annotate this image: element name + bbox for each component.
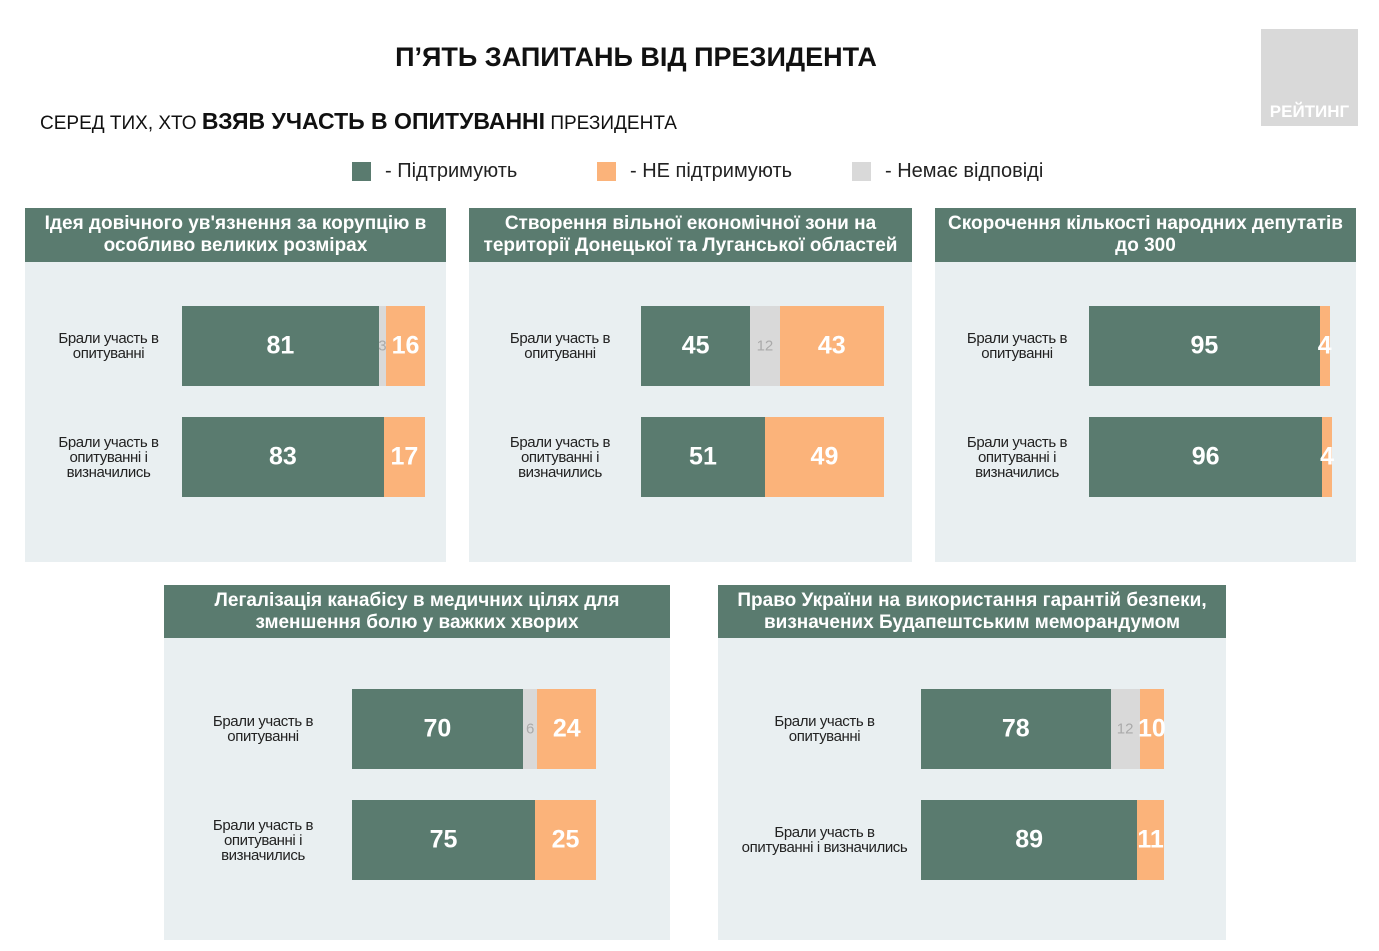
- value-label: 16: [391, 331, 420, 360]
- bar-segment: [1137, 800, 1164, 880]
- bar-segment: [921, 800, 1138, 880]
- bar-segment: [641, 306, 751, 386]
- value-label: 75: [429, 825, 458, 854]
- value-label: 12: [1116, 720, 1134, 738]
- value-label: 51: [689, 442, 717, 471]
- value-label: 43: [817, 331, 846, 360]
- bar-segment: [779, 306, 884, 386]
- bar-segment: [764, 417, 884, 497]
- value-label: 25: [551, 825, 580, 854]
- legend-swatch: [352, 162, 371, 181]
- bar-segment: [750, 306, 780, 386]
- value-label: 45: [681, 331, 710, 360]
- value-label: 4: [1317, 331, 1332, 360]
- category-label: Брали участь в опитуванні і визначились: [212, 816, 314, 864]
- category-label: Брали участь в опитуванні: [774, 713, 875, 745]
- value-label: 17: [390, 442, 419, 471]
- value-label: 6: [525, 720, 535, 738]
- bar-segment: [641, 417, 765, 497]
- category-label: Брали участь в опитуванні і визначились: [509, 433, 611, 481]
- value-label: 83: [268, 442, 297, 471]
- value-label: 89: [1015, 825, 1044, 854]
- bar-segment: [182, 417, 384, 497]
- panel-title: Легалізація канабісу в медичних цілях дл…: [164, 585, 670, 638]
- legend-swatch: [852, 162, 871, 181]
- bar-segment: [386, 306, 425, 386]
- value-label: 95: [1190, 331, 1219, 360]
- category-label: Брали участь в опитуванні: [966, 330, 1068, 362]
- value-label: 24: [552, 714, 581, 743]
- legend-label: - Немає відповіді: [885, 160, 1044, 182]
- bar-segment: [383, 417, 425, 497]
- value-label: 78: [1001, 714, 1030, 743]
- subtitle-part: ПРЕЗИДЕНТА: [545, 113, 677, 134]
- panel-title: Ідея довічного ув'язнення за корупцію в …: [25, 208, 446, 262]
- category-label: Брали участь в опитуванні і визначились: [741, 824, 908, 856]
- panel-title: Право України на використання гарантій б…: [718, 585, 1226, 638]
- subtitle-part: СЕРЕД ТИХ, ХТО: [40, 113, 202, 134]
- bar-segment: [1089, 417, 1323, 497]
- bar-segment: [537, 689, 596, 769]
- value-label: 11: [1137, 825, 1164, 854]
- panel-title: Скорочення кількості народних депутатів …: [935, 208, 1356, 262]
- bar-segment: [1139, 689, 1164, 769]
- value-label: 12: [756, 337, 774, 355]
- bar-segment: [1089, 306, 1320, 386]
- legend-swatch: [597, 162, 616, 181]
- value-label: 3: [378, 337, 387, 355]
- bar-segment: [182, 306, 379, 386]
- subtitle-bold: ВЗЯВ УЧАСТЬ В ОПИТУВАННІ: [201, 108, 546, 134]
- legend-label: - Підтримують: [385, 160, 518, 182]
- bar-segment: [352, 689, 523, 769]
- value-label: 4: [1320, 442, 1335, 471]
- value-label: 81: [266, 331, 295, 360]
- value-label: 70: [423, 714, 452, 743]
- bar-segment: [921, 689, 1111, 769]
- category-label: Брали участь в опитуванні і визначились: [966, 433, 1068, 481]
- panel-title: Створення вільної економічної зони на те…: [469, 208, 912, 262]
- legend-item: - Немає відповіді: [852, 160, 1043, 183]
- category-label: Брали участь в опитуванні: [58, 330, 159, 362]
- bar-segment: [522, 689, 538, 769]
- category-label: Брали участь в опитуванні: [212, 713, 314, 745]
- category-label: Брали участь в опитуванні і визначились: [58, 433, 159, 481]
- title: П’ЯТЬ ЗАПИТАНЬ ВІД ПРЕЗИДЕНТА: [395, 42, 877, 72]
- category-label: Брали участь в опитуванні: [509, 330, 611, 362]
- value-label: 96: [1191, 442, 1220, 471]
- bar-segment: [535, 800, 596, 880]
- legend-item: - НЕ підтримують: [597, 160, 792, 183]
- bar-segment: [352, 800, 535, 880]
- legend-item: - Підтримують: [352, 160, 517, 183]
- legend-label: - НЕ підтримують: [630, 160, 793, 182]
- bar-segment: [378, 306, 387, 386]
- value-label: 10: [1137, 714, 1166, 743]
- value-label: 49: [810, 442, 839, 471]
- bar-segment: [1110, 689, 1140, 769]
- bar-segment: [1319, 306, 1330, 386]
- subtitle: СЕРЕД ТИХ, ХТО ВЗЯВ УЧАСТЬ В ОПИТУВАННІ …: [40, 108, 677, 135]
- logo: РЕЙТИНГ: [1261, 29, 1358, 126]
- bar-segment: [1322, 417, 1332, 497]
